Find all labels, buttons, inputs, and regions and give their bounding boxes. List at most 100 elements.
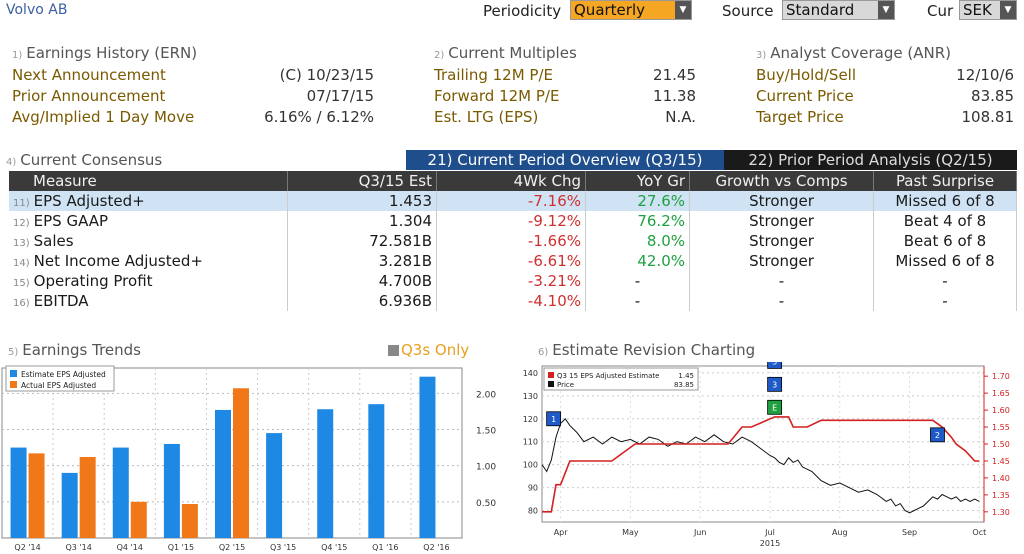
avg-implied-move-label: Avg/Implied 1 Day Move xyxy=(12,108,195,126)
measure-name: Operating Profit xyxy=(33,272,153,290)
table-row[interactable]: 11) EPS Adjusted+ 1.453 -7.16% 27.6% Stro… xyxy=(9,191,1017,211)
table-row[interactable]: 12) EPS GAAP 1.304 -9.12% 76.2% Stronger … xyxy=(9,211,1017,231)
x-tick-label: May xyxy=(622,528,639,537)
next-announcement-label: Next Announcement xyxy=(12,66,166,84)
marker-box xyxy=(767,399,783,415)
est-value: 72.581B xyxy=(287,231,437,251)
legend-box xyxy=(5,365,115,392)
chg-value: -6.61% xyxy=(436,251,586,271)
buy-hold-sell-label: Buy/Hold/Sell xyxy=(756,66,857,84)
tab-current-period[interactable]: 21) Current Period Overview (Q3/15) xyxy=(406,150,724,170)
plot-area xyxy=(1,367,463,539)
chg-value: -7.16% xyxy=(436,191,586,211)
buy-hold-sell-value: 12/10/6 xyxy=(956,66,1014,84)
plot-area xyxy=(541,365,985,523)
x-tick-label: Q3 '15 xyxy=(270,543,296,552)
table-row[interactable]: 16) EBITDA 6.936B -4.10% - - - xyxy=(9,291,1017,311)
y-tick-label: 0.50 xyxy=(476,499,496,509)
currency-select[interactable]: SEK ▼ xyxy=(959,0,1017,20)
bar-estimate xyxy=(215,409,231,538)
bar-actual xyxy=(28,453,45,538)
x-tick-label: Jul xyxy=(764,528,775,537)
analyst-coverage-header[interactable]: 3) Analyst Coverage (ANR) xyxy=(756,44,951,62)
surprise-value: Beat 4 of 8 xyxy=(873,211,1017,231)
comps-value: - xyxy=(689,291,874,311)
bar-estimate xyxy=(61,472,78,538)
current-price-value: 83.85 xyxy=(971,87,1014,105)
chart-legend: Q3 15 EPS Adjusted Estimate 1.45 Price 83.8… xyxy=(543,367,699,391)
legend-swatch xyxy=(10,370,17,377)
event-marker: 1 xyxy=(546,411,562,427)
col-measure[interactable]: Measure xyxy=(9,171,288,191)
comps-value: Stronger xyxy=(689,211,874,231)
current-price-label: Current Price xyxy=(756,87,854,105)
x-tick-label: Aug xyxy=(832,528,848,537)
chevron-down-icon[interactable]: ▼ xyxy=(878,1,894,19)
marker-label: 2 xyxy=(935,431,940,440)
yoy-value: 27.6% xyxy=(585,191,690,211)
marker-label: 3 xyxy=(772,380,777,389)
comps-value: - xyxy=(689,271,874,291)
surprise-value: Missed 6 of 8 xyxy=(873,191,1017,211)
bar-estimate xyxy=(368,404,385,538)
x-tick-label: Q4 '14 xyxy=(117,543,143,552)
app-title: Volvo AB xyxy=(6,2,68,18)
chevron-down-icon[interactable]: ▼ xyxy=(675,1,691,19)
table-row[interactable]: 15) Operating Profit 4.700B -3.21% - - - xyxy=(9,271,1017,291)
yoy-value: 42.0% xyxy=(585,251,690,271)
left-tick-label: 140 xyxy=(523,369,538,378)
col-growth-comps[interactable]: Growth vs Comps xyxy=(689,171,874,191)
left-tick-label: 90 xyxy=(528,484,538,493)
x-tick-label: Q4 '15 xyxy=(321,543,347,552)
chevron-down-icon[interactable]: ▼ xyxy=(1000,1,1016,19)
est-value: 1.304 xyxy=(287,211,437,231)
est-value: 4.700B xyxy=(287,271,437,291)
est-value: 3.281B xyxy=(287,251,437,271)
left-tick-label: 130 xyxy=(523,392,538,401)
comps-value: Stronger xyxy=(689,191,874,211)
q3s-only-toggle[interactable]: Q3s Only xyxy=(388,341,469,359)
earnings-history-header[interactable]: 1) Earnings History (ERN) xyxy=(12,44,198,62)
y-tick-label: 1.00 xyxy=(476,463,496,473)
top-bar: Volvo AB Periodicity Quarterly ▼ Source … xyxy=(0,0,1024,22)
marker-box xyxy=(767,362,783,369)
current-consensus-header: 4) Current Consensus xyxy=(6,151,163,169)
event-marker: E xyxy=(767,399,783,415)
periodicity-select[interactable]: Quarterly ▼ xyxy=(570,0,692,20)
bar-actual xyxy=(181,504,198,538)
col-est[interactable]: Q3/15 Est xyxy=(287,171,437,191)
table-header-row: Measure Q3/15 Est 4Wk Chg YoY Gr Growth … xyxy=(9,171,1017,191)
left-tick-label: 100 xyxy=(523,461,538,470)
bar-estimate xyxy=(163,443,180,538)
legend-label: Actual EPS Adjusted xyxy=(21,381,96,390)
x-tick-label: Q2 '15 xyxy=(219,543,245,552)
surprise-value: - xyxy=(873,291,1017,311)
yoy-value: - xyxy=(585,271,690,291)
chg-value: -4.10% xyxy=(436,291,586,311)
next-announcement-value: (C) 10/23/15 xyxy=(279,66,374,84)
forward-pe-label: Forward 12M P/E xyxy=(434,87,560,105)
table-row[interactable]: 14) Net Income Adjusted+ 3.281B -6.61% 42… xyxy=(9,251,1017,271)
checkbox-icon[interactable] xyxy=(388,345,399,356)
x-tick-label: Q2 '16 xyxy=(423,543,449,552)
price-line xyxy=(541,418,980,514)
table-row[interactable]: 13) Sales 72.581B -1.66% 8.0% Stronger Be… xyxy=(9,231,1017,251)
bar-estimate xyxy=(317,409,334,538)
marker-label: E xyxy=(772,403,777,412)
current-multiples-header[interactable]: 2) Current Multiples xyxy=(434,44,577,62)
bar-estimate xyxy=(10,447,27,538)
col-past-surprise[interactable]: Past Surprise xyxy=(873,171,1017,191)
x-tick-label: Apr xyxy=(554,528,569,537)
chg-value: -1.66% xyxy=(436,231,586,251)
est-ltg-label: Est. LTG (EPS) xyxy=(434,108,539,126)
source-select[interactable]: Standard ▼ xyxy=(782,0,895,20)
chg-value: -9.12% xyxy=(436,211,586,231)
measure-name: Sales xyxy=(33,232,74,250)
source-value: Standard xyxy=(786,1,855,19)
col-yoy-gr[interactable]: YoY Gr xyxy=(585,171,690,191)
tab-prior-period[interactable]: 22) Prior Period Analysis (Q2/15) xyxy=(724,150,1017,170)
event-marker: 3 xyxy=(767,376,783,392)
bar-actual xyxy=(79,456,96,538)
col-4wk-chg[interactable]: 4Wk Chg xyxy=(436,171,586,191)
left-tick-label: 110 xyxy=(523,438,538,447)
